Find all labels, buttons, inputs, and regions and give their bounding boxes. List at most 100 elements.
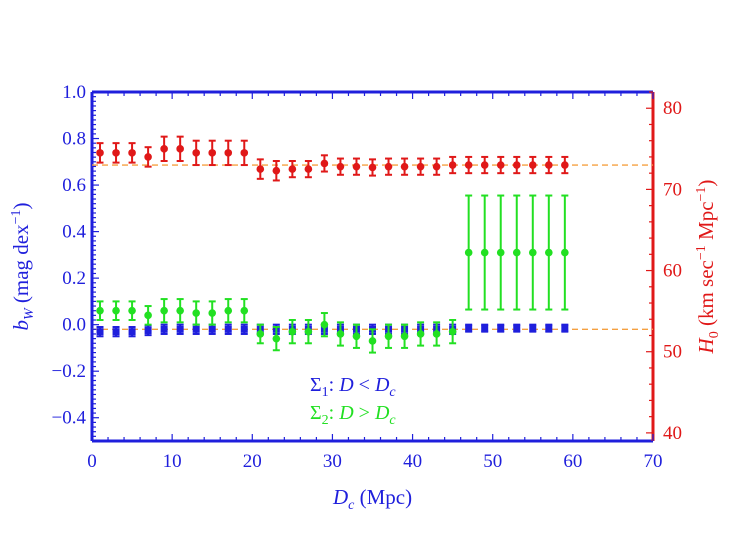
data-point — [144, 153, 152, 161]
data-point — [384, 162, 393, 171]
data-point — [545, 248, 553, 257]
legend-text-part: < — [354, 374, 375, 396]
data-point — [352, 162, 361, 171]
data-point — [497, 324, 505, 332]
data-point — [176, 325, 184, 333]
data-point — [272, 166, 281, 175]
y-left-tick-label: 0.2 — [62, 268, 86, 289]
y-left-label-var: b — [9, 320, 33, 331]
legend-text-part: D — [374, 402, 390, 424]
data-point — [304, 165, 313, 173]
data-point — [336, 162, 345, 171]
y-right-label-rest2: Mpc — [694, 201, 718, 245]
y-left-label-rest: (mag dex — [9, 224, 33, 308]
data-point — [224, 306, 233, 315]
series-1 — [96, 323, 569, 338]
data-point — [448, 161, 457, 169]
x-tick-label: 20 — [243, 451, 262, 472]
legend-rest: : D < D — [329, 374, 390, 396]
y-right-label-rest1: (km sec — [694, 260, 718, 331]
data-point — [400, 332, 409, 341]
legend-rest: : D > D — [329, 402, 390, 424]
legend-text-part: D — [338, 402, 354, 424]
data-point — [368, 163, 377, 172]
legend-text-part: : — [329, 374, 340, 396]
data-point — [96, 149, 104, 157]
data-point — [480, 248, 489, 257]
legend-text-part: D — [374, 374, 390, 396]
data-point — [464, 248, 473, 257]
y-right-axis-label: H0 (km sec−1 Mpc−1) — [694, 180, 722, 355]
y-left-tick-label: 0.0 — [62, 315, 86, 336]
data-point — [561, 324, 569, 332]
data-point — [96, 306, 104, 315]
series-2 — [96, 194, 569, 354]
data-point — [112, 328, 120, 336]
data-point — [144, 326, 152, 334]
x-tick-label: 70 — [644, 451, 663, 472]
x-tick-label: 30 — [323, 451, 342, 472]
legend-sub: 1 — [322, 385, 329, 400]
y-left-label-sup: −1 — [9, 209, 24, 224]
legend-symbol: Σ — [310, 402, 322, 424]
y-left-tick-label: 0.8 — [62, 129, 86, 150]
x-tick-label: 10 — [163, 451, 182, 472]
data-point — [256, 165, 265, 173]
data-point — [496, 161, 505, 169]
legend-entry-2: Σ2: D > Dc — [310, 402, 396, 428]
legend-text-part: > — [354, 402, 375, 424]
data-point — [320, 320, 329, 329]
data-point — [432, 330, 441, 338]
data-point — [496, 248, 505, 257]
data-point — [368, 337, 377, 345]
data-point — [304, 327, 313, 336]
y-left-tick-label: 0.6 — [62, 175, 86, 196]
data-point — [336, 330, 345, 338]
x-axis-label-rest: (Mpc) — [354, 485, 412, 509]
y-left-label-close: ) — [9, 202, 33, 209]
x-tick-label: 0 — [87, 451, 97, 472]
data-point — [448, 327, 457, 336]
data-point — [192, 309, 200, 317]
data-point — [512, 248, 521, 257]
y-right-tick-label: 50 — [663, 342, 682, 363]
data-point — [160, 325, 168, 333]
y-left-tick-label: −0.2 — [52, 361, 86, 382]
series-layer — [96, 135, 569, 354]
x-axis-label: Dc (Mpc) — [332, 485, 412, 513]
ticks-layer: 0 10 20 30 40 50 60 70 −0.4 −0.2 0.0 0.2 0.4 0.6 0.8 1.… — [52, 82, 682, 472]
data-point — [176, 145, 184, 153]
data-point — [240, 306, 249, 315]
legend-entry-1: Σ1: D < Dc — [310, 374, 396, 400]
y-right-tick-label: 60 — [663, 261, 682, 282]
data-point — [545, 324, 553, 332]
data-point — [160, 306, 168, 315]
x-axis-label-sub: c — [348, 498, 355, 513]
x-tick-label: 60 — [563, 451, 582, 472]
y-right-label-sub: 0 — [707, 331, 722, 338]
y-right-label-var: H — [694, 336, 718, 354]
data-point — [192, 149, 200, 157]
data-point — [513, 324, 521, 332]
data-point — [112, 306, 120, 315]
data-point — [208, 309, 217, 317]
data-point — [561, 161, 569, 169]
data-point — [112, 149, 120, 157]
data-point — [528, 161, 537, 169]
y-right-tick-label: 70 — [663, 179, 682, 200]
data-point — [464, 161, 473, 169]
data-point — [481, 324, 489, 332]
x-tick-label: 50 — [483, 451, 502, 472]
data-point — [288, 165, 297, 173]
data-point — [128, 328, 136, 336]
data-point — [240, 149, 249, 157]
reference-lines — [92, 164, 653, 330]
data-point — [128, 306, 136, 315]
data-point — [432, 162, 441, 171]
data-point — [561, 248, 569, 257]
data-point — [465, 324, 473, 332]
data-point — [256, 330, 265, 338]
legend-symbol: Σ — [310, 374, 322, 396]
data-point — [176, 306, 184, 315]
